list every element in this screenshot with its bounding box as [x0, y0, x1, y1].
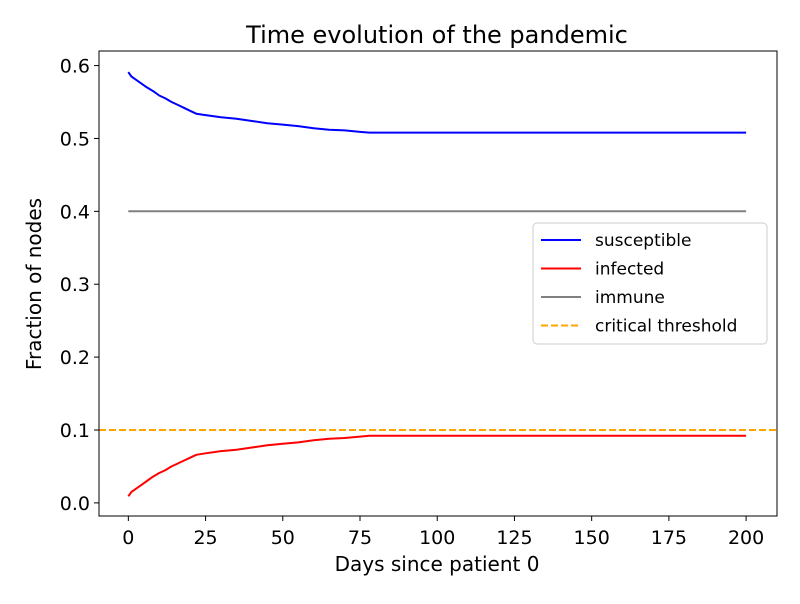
x-tick-label: 50 — [271, 527, 295, 549]
legend-label: critical threshold — [595, 317, 737, 337]
y-tick-label: 0.0 — [60, 493, 90, 515]
plot-area-frame — [98, 50, 778, 517]
x-tick-label: 125 — [496, 527, 532, 549]
x-tick-label: 175 — [651, 527, 687, 549]
y-tick-label: 0.4 — [60, 201, 90, 223]
y-tick-label: 0.6 — [60, 56, 90, 78]
series-lines — [99, 71, 777, 497]
y-tick-label: 0.3 — [60, 274, 90, 296]
legend-label: immune — [595, 288, 665, 308]
chart-title: Time evolution of the pandemic — [245, 21, 628, 49]
x-axis-label: Days since patient 0 — [335, 552, 540, 576]
legend: susceptible infected immune critical thresh… — [532, 222, 768, 345]
y-axis-label: Fraction of nodes — [22, 198, 46, 370]
legend-box — [532, 222, 768, 345]
y-tick-label: 0.5 — [60, 128, 90, 150]
x-tick-label: 150 — [574, 527, 610, 549]
axis-ticks: 0 25 50 75 100 125 150 175 200 0.0 0.1 0.2 0.3 0.4 0.5… — [60, 56, 764, 549]
x-tick-label: 25 — [193, 527, 217, 549]
legend-label: infected — [595, 260, 664, 280]
x-tick-label: 75 — [348, 527, 372, 549]
x-tick-label: 200 — [728, 527, 764, 549]
y-tick-label: 0.2 — [60, 347, 90, 369]
y-tick-label: 0.1 — [60, 420, 90, 442]
legend-label: susceptible — [595, 231, 691, 251]
x-tick-label: 100 — [419, 527, 455, 549]
series-line-infected — [127, 434, 747, 497]
series-line-susceptible — [127, 71, 747, 134]
x-tick-label: 0 — [122, 527, 134, 549]
